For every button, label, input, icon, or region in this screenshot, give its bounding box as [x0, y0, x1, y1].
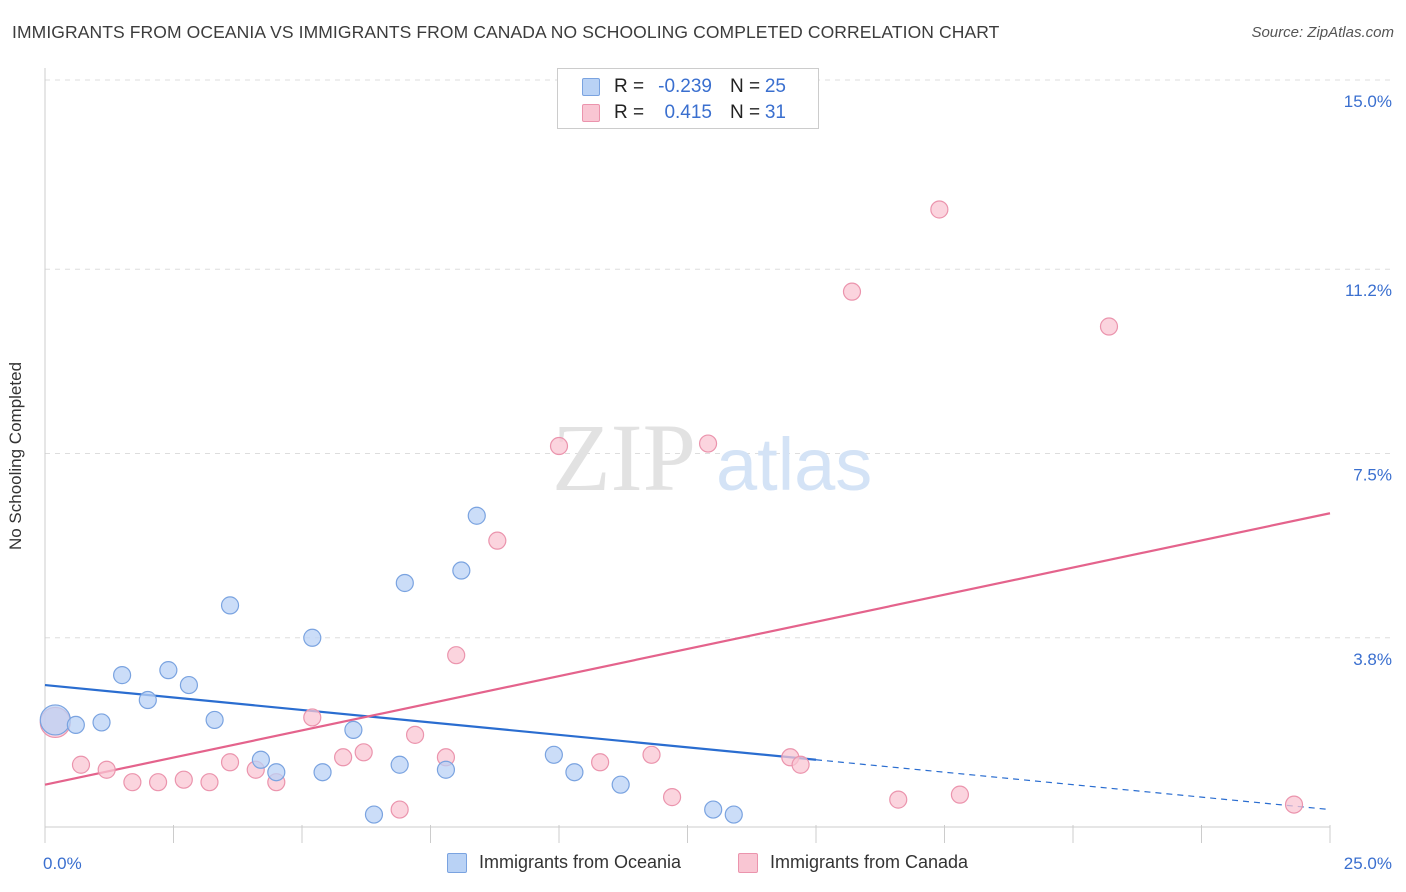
point-canada — [220, 753, 240, 772]
legend-row-canada: R = 0.415 N = 31 — [582, 101, 786, 125]
point-oceania — [611, 775, 630, 794]
series-label-oceania: Immigrants from Oceania — [479, 852, 682, 872]
point-canada — [354, 743, 373, 762]
point-canada — [488, 531, 507, 550]
point-oceania — [452, 561, 471, 580]
x-tick-label: 25.0% — [1344, 854, 1392, 873]
point-oceania — [39, 704, 71, 736]
point-oceania — [112, 666, 132, 685]
point-canada — [200, 773, 219, 792]
point-canada — [148, 773, 168, 792]
point-oceania — [138, 690, 157, 710]
point-oceania — [313, 763, 332, 782]
point-oceania — [436, 760, 456, 779]
series-swatch-oceania — [447, 852, 467, 873]
point-canada — [791, 755, 810, 774]
y-tick-label: 11.2% — [1345, 281, 1392, 300]
trendline-oceania-extension — [815, 759, 1331, 811]
watermark: ZIP atlas — [552, 404, 872, 511]
y-tick-label: 7.5% — [1353, 466, 1392, 485]
point-canada — [591, 753, 610, 772]
point-oceania — [344, 720, 363, 739]
legend-r-value: -0.239 — [658, 76, 712, 97]
point-oceania — [303, 628, 322, 647]
trendline-canada — [44, 512, 1331, 786]
series-legend: Immigrants from Oceania Immigrants from … — [0, 852, 1406, 876]
legend-row-oceania: R = -0.239 N = 25 — [582, 75, 786, 99]
y-tick-label: 15.0% — [1344, 92, 1392, 111]
legend-r-label: R = — [614, 102, 645, 123]
point-oceania — [179, 675, 199, 695]
point-canada — [662, 788, 682, 807]
legend-n-label: N = — [730, 76, 761, 97]
point-canada — [405, 725, 425, 744]
data-points — [39, 200, 1304, 824]
point-canada — [71, 755, 91, 774]
series-swatch-canada — [738, 852, 758, 873]
legend-swatch-oceania — [582, 78, 600, 96]
point-oceania — [390, 755, 409, 774]
source-label: Source: ZipAtlas.com — [1251, 24, 1394, 41]
series-legend-oceania[interactable]: Immigrants from Oceania — [447, 852, 681, 873]
point-oceania — [205, 710, 224, 730]
grid-lines — [45, 79, 1392, 639]
point-canada — [390, 800, 409, 819]
legend-r-label: R = — [614, 76, 645, 97]
point-oceania — [544, 745, 563, 764]
point-canada — [97, 760, 116, 779]
watermark-atlas: atlas — [716, 423, 872, 506]
point-canada — [642, 745, 661, 764]
point-oceania — [395, 573, 414, 593]
point-canada — [1099, 317, 1119, 336]
legend-swatch-canada — [582, 104, 600, 122]
point-oceania — [724, 805, 743, 824]
y-axis-label: No Schooling Completed — [6, 361, 25, 551]
point-oceania — [251, 750, 270, 769]
series-legend-canada[interactable]: Immigrants from Canada — [738, 852, 968, 873]
point-canada — [930, 200, 949, 219]
trendlines — [44, 512, 1331, 811]
x-tick-label: 0.0% — [43, 854, 82, 873]
legend-n-value: 25 — [764, 76, 786, 97]
legend-n-value: 31 — [764, 102, 786, 123]
point-oceania — [364, 805, 384, 824]
y-tick-label: 3.8% — [1353, 650, 1392, 669]
point-oceania — [159, 661, 178, 680]
point-canada — [123, 773, 142, 792]
point-canada — [303, 708, 322, 727]
point-canada — [1284, 795, 1304, 814]
trendline-oceania — [44, 683, 817, 761]
point-canada — [447, 646, 466, 665]
point-canada — [549, 436, 569, 456]
point-oceania — [220, 596, 240, 615]
legend-n-label: N = — [730, 102, 761, 123]
point-canada — [174, 770, 193, 789]
point-canada — [842, 282, 862, 301]
point-canada — [889, 790, 908, 809]
axes — [44, 68, 1331, 843]
chart-title: IMMIGRANTS FROM OCEANIA VS IMMIGRANTS FR… — [12, 22, 1000, 42]
point-canada — [698, 434, 718, 453]
point-oceania — [66, 715, 85, 735]
point-oceania — [565, 763, 584, 782]
series-label-canada: Immigrants from Canada — [770, 852, 969, 872]
point-oceania — [704, 800, 723, 819]
point-oceania — [267, 763, 286, 782]
point-oceania — [92, 713, 111, 732]
correlation-legend: R = -0.239 N = 25 R = 0.415 N = 31 — [557, 68, 819, 129]
legend-r-value: 0.415 — [664, 102, 712, 123]
point-canada — [950, 785, 970, 804]
point-canada — [334, 748, 353, 767]
point-oceania — [467, 506, 486, 525]
tick-labels: 3.8% 7.5% 11.2% 15.0% 0.0% 25.0% — [43, 92, 1392, 873]
watermark-zip: ZIP — [552, 404, 696, 511]
